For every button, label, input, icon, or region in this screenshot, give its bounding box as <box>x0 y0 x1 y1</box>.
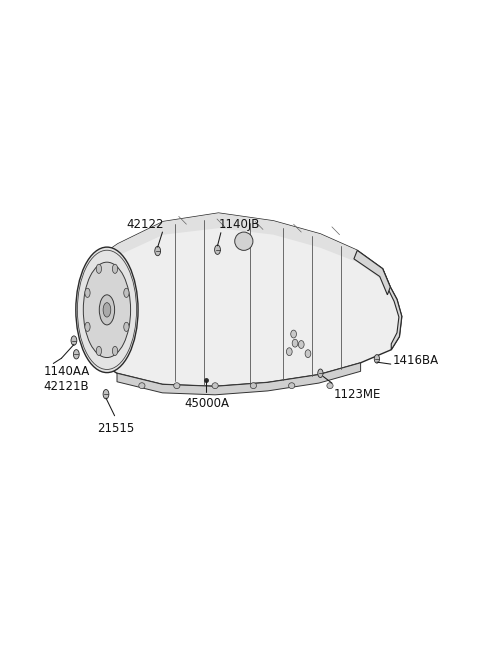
Ellipse shape <box>84 262 131 358</box>
Ellipse shape <box>299 341 304 348</box>
Polygon shape <box>117 363 360 395</box>
Ellipse shape <box>96 264 101 273</box>
Text: 21515: 21515 <box>97 422 134 436</box>
Ellipse shape <box>76 247 138 373</box>
Text: 42121B: 42121B <box>44 380 89 393</box>
Polygon shape <box>354 250 390 295</box>
Ellipse shape <box>85 322 90 331</box>
Ellipse shape <box>124 288 129 297</box>
Ellipse shape <box>327 383 333 388</box>
Ellipse shape <box>99 295 115 325</box>
Ellipse shape <box>124 322 129 331</box>
Ellipse shape <box>103 303 111 317</box>
Ellipse shape <box>318 369 323 377</box>
Ellipse shape <box>112 346 118 356</box>
Polygon shape <box>89 213 390 287</box>
Ellipse shape <box>71 336 77 345</box>
Ellipse shape <box>250 383 256 388</box>
Ellipse shape <box>287 348 292 356</box>
Ellipse shape <box>235 232 253 250</box>
Ellipse shape <box>96 346 101 356</box>
Polygon shape <box>89 213 402 386</box>
Ellipse shape <box>288 383 295 388</box>
Ellipse shape <box>215 245 220 254</box>
Ellipse shape <box>112 264 118 273</box>
Ellipse shape <box>291 330 297 338</box>
Text: 1140AA: 1140AA <box>44 365 90 378</box>
Text: 1123ME: 1123ME <box>333 388 381 401</box>
Ellipse shape <box>212 383 218 388</box>
Ellipse shape <box>139 383 145 388</box>
Ellipse shape <box>155 246 161 255</box>
Text: 42122: 42122 <box>126 217 163 231</box>
Ellipse shape <box>305 350 311 358</box>
Ellipse shape <box>374 354 380 363</box>
Ellipse shape <box>292 339 298 347</box>
Ellipse shape <box>103 390 109 399</box>
Ellipse shape <box>85 288 90 297</box>
Ellipse shape <box>174 383 180 388</box>
Text: 1416BA: 1416BA <box>393 354 439 367</box>
Ellipse shape <box>73 350 79 359</box>
Polygon shape <box>383 269 402 350</box>
Text: 1140JB: 1140JB <box>218 217 260 231</box>
Text: 45000A: 45000A <box>184 398 229 411</box>
